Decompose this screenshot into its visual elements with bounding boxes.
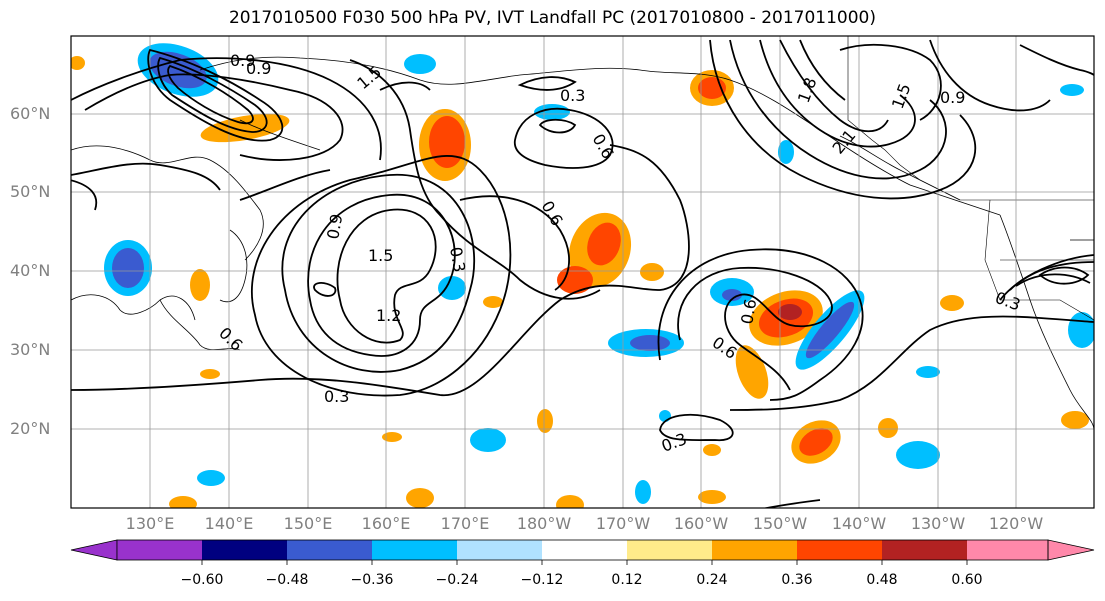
lon-label: 130°W: [910, 514, 966, 533]
colorbar-tick-label: 0.60: [951, 572, 983, 588]
colorbar-segment: [287, 540, 372, 560]
colorbar-tick-label: −0.24: [435, 572, 479, 588]
colorbar-segment: [117, 540, 202, 560]
colorbar-tick-label: 0.24: [696, 572, 728, 588]
colorbar-segment: [967, 540, 1048, 560]
colorbar-segment: [797, 540, 882, 560]
lat-label: 60°N: [10, 104, 51, 123]
colorbar-outline: [116, 539, 1049, 561]
colorbar-segment: [372, 540, 457, 560]
pv-contours: [71, 39, 1094, 508]
colorbar: [70, 539, 1095, 565]
lon-label: 150°E: [283, 514, 333, 533]
lon-label: 140°W: [831, 514, 887, 533]
colorbar-segment: [627, 540, 712, 560]
contour-label: 0.6: [737, 297, 760, 325]
colorbar-tick-label: −0.12: [520, 572, 564, 588]
colorbar-tick-label: −0.60: [180, 572, 224, 588]
map-title: 2017010500 F030 500 hPa PV, IVT Landfall…: [228, 8, 876, 28]
lat-label: 30°N: [10, 340, 51, 359]
contour-label: 0.9: [323, 212, 346, 240]
contour-label: 0.9: [940, 88, 965, 107]
contour-label: 0.9: [246, 59, 271, 78]
contour-label: 0.3: [560, 86, 585, 105]
lon-label: 160°W: [673, 514, 729, 533]
colorbar-tick-label: −0.36: [350, 572, 394, 588]
colorbar-extend-left: [70, 539, 118, 561]
lon-label: 150°W: [752, 514, 808, 533]
lon-label: 120°W: [988, 514, 1044, 533]
colorbar-tick-label: −0.48: [265, 572, 309, 588]
contour-label: 0.9: [230, 51, 255, 70]
lon-label: 140°E: [204, 514, 254, 533]
colorbar-segment: [542, 540, 627, 560]
lon-label: 170°E: [440, 514, 490, 533]
lon-label: 180°W: [516, 514, 572, 533]
lat-label: 20°N: [10, 419, 51, 438]
contour-label: 1.5: [368, 246, 393, 265]
contour-label: 0.3: [324, 387, 349, 406]
contour-label: 0.3: [446, 245, 469, 273]
colorbar-segment: [712, 540, 797, 560]
contour-label: 1.2: [376, 306, 401, 325]
lon-label: 160°E: [361, 514, 411, 533]
colorbar-extend-right: [1047, 539, 1095, 561]
lon-label: 170°W: [595, 514, 651, 533]
colorbar-segment: [202, 540, 287, 560]
colorbar-segment: [882, 540, 967, 560]
gridlines: [71, 36, 1094, 508]
colorbar-tick-label: 0.12: [611, 572, 643, 588]
colorbar-tick-label: 0.36: [781, 572, 813, 588]
lat-label: 40°N: [10, 261, 51, 280]
lon-label: 130°E: [125, 514, 175, 533]
colorbar-segment: [457, 540, 542, 560]
map-frame: [70, 35, 1095, 509]
lat-label: 50°N: [10, 182, 51, 201]
colorbar-tick-label: 0.48: [866, 572, 898, 588]
